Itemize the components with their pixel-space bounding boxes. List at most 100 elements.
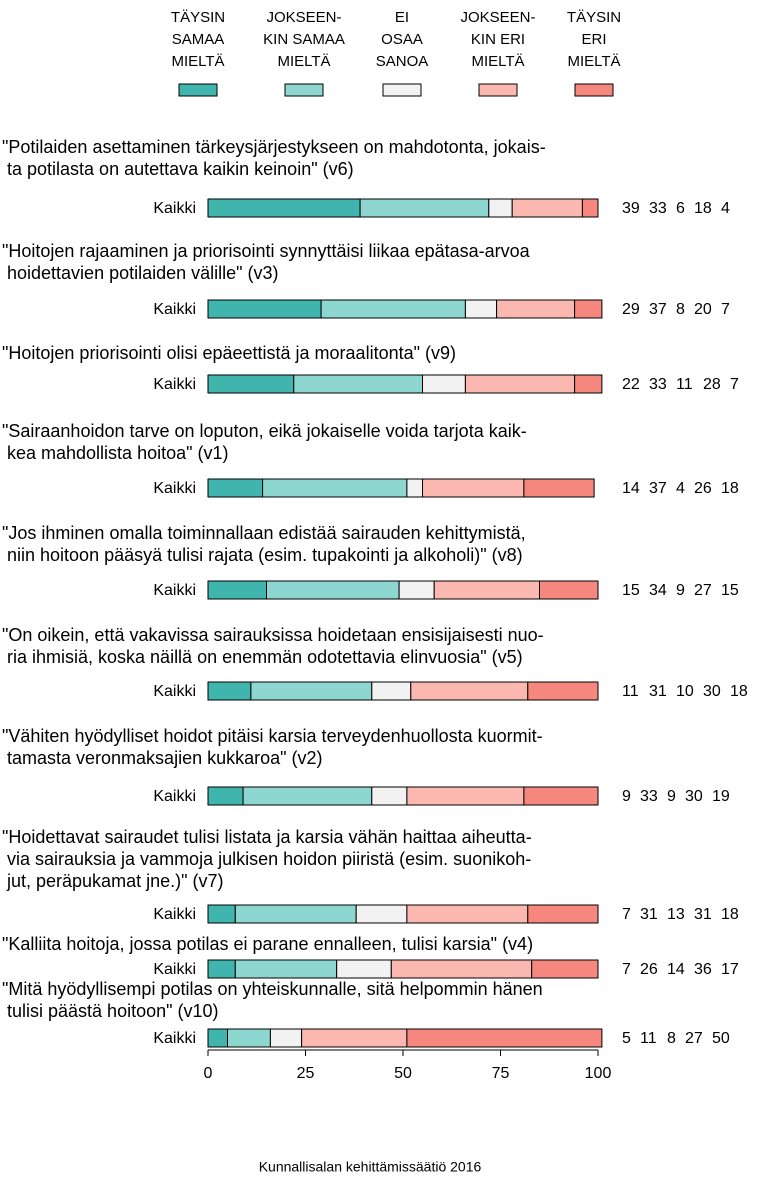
value-label: 4	[676, 480, 685, 497]
question-text: "Mitä hyödyllisempi potilas on yhteiskun…	[2, 979, 543, 999]
bar-segment	[320, 299, 466, 319]
source: Kunnallisalan kehittämissäätiö 2016	[259, 1159, 482, 1175]
bar-segment	[207, 1028, 228, 1048]
bar-segment	[574, 374, 603, 394]
bar-segment	[269, 1028, 303, 1048]
bar-segment	[464, 374, 576, 394]
bar-segment	[250, 681, 373, 701]
bar-segment	[301, 1028, 408, 1048]
bar-segment	[574, 299, 603, 319]
bar-segment	[527, 904, 599, 924]
bar-segment	[581, 198, 599, 218]
value-label: 33	[649, 200, 667, 217]
value-label: 20	[694, 301, 712, 318]
bar-segment	[406, 904, 529, 924]
value-label: 7	[730, 376, 739, 393]
bar-segment	[527, 681, 599, 701]
bar-segment	[207, 478, 264, 498]
bar-segment	[398, 580, 435, 600]
bar-segment	[207, 959, 236, 979]
x-tick-label: 25	[297, 1065, 315, 1082]
question-text: ta potilasta on autettava kaikin keinoin…	[7, 159, 354, 179]
bar-segment	[488, 198, 513, 218]
value-label: 8	[676, 301, 685, 318]
value-label: 31	[649, 683, 667, 700]
legend-swatch	[178, 83, 218, 97]
question-text: "Sairaanhoidon tarve on loputon, eikä jo…	[2, 421, 527, 441]
bar-segment	[433, 580, 541, 600]
row-label: Kaikki	[153, 376, 196, 393]
bar-segment	[406, 1028, 603, 1048]
row-label: Kaikki	[153, 683, 196, 700]
legend-swatch	[284, 83, 324, 97]
bar-segment	[262, 478, 408, 498]
value-label: 37	[649, 301, 667, 318]
value-label: 31	[694, 906, 712, 923]
x-tick-label: 0	[204, 1065, 213, 1082]
value-label: 30	[685, 788, 703, 805]
bar-segment	[207, 374, 295, 394]
value-label: 15	[622, 582, 640, 599]
bar-segment	[207, 580, 267, 600]
question-text: "Hoitojen priorisointi olisi epäeettistä…	[2, 343, 456, 363]
bar-segment	[207, 299, 322, 319]
value-label: 37	[649, 480, 667, 497]
value-label: 10	[676, 683, 694, 700]
question-text: jut, peräpukamat jne.)" (v7)	[6, 871, 223, 891]
bar-segment	[207, 198, 361, 218]
bar-segment	[359, 198, 490, 218]
x-tick-label: 50	[394, 1065, 412, 1082]
value-label: 26	[694, 480, 712, 497]
legend-label: SANOA	[376, 53, 429, 70]
row-label: Kaikki	[153, 1030, 196, 1047]
row-label: Kaikki	[153, 961, 196, 978]
bar-segment	[234, 959, 338, 979]
value-label: 11	[622, 683, 639, 700]
value-label: 33	[649, 376, 667, 393]
bar-segment	[422, 478, 525, 498]
value-label: 29	[622, 301, 640, 318]
value-label: 11	[676, 376, 693, 393]
value-label: 6	[676, 200, 685, 217]
bar-segment	[523, 478, 595, 498]
bar-segment	[371, 786, 408, 806]
legend-label: TÄYSIN	[567, 9, 621, 26]
value-label: 9	[622, 788, 631, 805]
row-label: Kaikki	[153, 582, 196, 599]
row-label: Kaikki	[153, 301, 196, 318]
bar-segment	[531, 959, 599, 979]
value-label: 34	[649, 582, 667, 599]
bar-segment	[207, 904, 236, 924]
x-tick-label: 75	[492, 1065, 510, 1082]
bar-segment	[242, 786, 373, 806]
bar-segment	[234, 904, 357, 924]
legend-label: MIELTÄ	[171, 53, 224, 70]
bar-segment	[293, 374, 423, 394]
legend-label: JOKSEEN-	[266, 9, 341, 26]
legend-label: TÄYSIN	[171, 9, 225, 26]
value-label: 28	[703, 376, 721, 393]
legend-swatch	[478, 83, 518, 97]
bar-segment	[355, 904, 408, 924]
question-text: tamasta veronmaksajien kukkaroa" (v2)	[7, 748, 323, 768]
value-label: 27	[685, 1030, 703, 1047]
value-label: 11	[640, 1030, 657, 1047]
value-label: 18	[721, 906, 739, 923]
bar-segment	[371, 681, 412, 701]
value-label: 50	[712, 1030, 730, 1047]
bar-segment	[410, 681, 529, 701]
bar-segment	[464, 299, 498, 319]
question-text: "On oikein, että vakavissa sairauksissa …	[2, 625, 544, 645]
question-text: "Hoidettavat sairaudet tulisi listata ja…	[2, 827, 532, 847]
question-text: ria ihmisiä, koska näillä on enemmän odo…	[7, 647, 523, 667]
bar-segment	[207, 681, 252, 701]
question-text: niin hoitoon pääsyä tulisi rajata (esim.…	[7, 545, 523, 565]
value-label: 18	[721, 480, 739, 497]
bar-segment	[496, 299, 576, 319]
value-label: 7	[622, 906, 631, 923]
legend-label: JOKSEEN-	[460, 9, 535, 26]
bar-segment	[539, 580, 599, 600]
value-label: 19	[712, 788, 730, 805]
value-label: 5	[622, 1030, 631, 1047]
value-label: 39	[622, 200, 640, 217]
